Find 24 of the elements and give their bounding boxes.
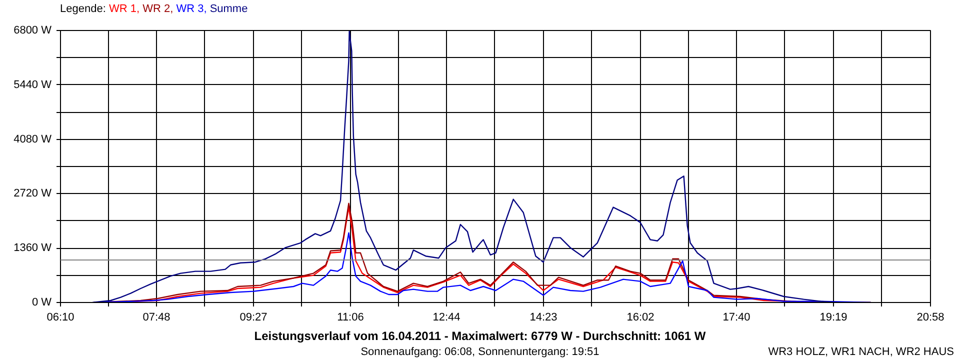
text: Summe	[210, 3, 248, 15]
x-tick-label: 09:27	[240, 312, 268, 324]
y-tick-label: 5440 W	[14, 78, 52, 91]
y-tick-label: 6800 W	[14, 24, 52, 36]
text: WR3 HOLZ, WR1 NACH, WR2 HAUS	[768, 345, 954, 360]
x-tick-label: 14:23	[530, 312, 558, 324]
y-tick-label: 2720 W	[14, 188, 52, 200]
text: WR 1,	[108, 3, 140, 15]
x-tick-label: 07:48	[142, 312, 170, 324]
y-tick-label: 0 W	[32, 296, 52, 308]
x-tick-label: 19:19	[820, 312, 848, 324]
x-tick-label: 06:10	[46, 312, 74, 324]
y-tick-label: 4080 W	[14, 133, 52, 146]
x-tick-label: 12:44	[432, 312, 460, 324]
text: Leistungsverlauf vom 16.04.2011 - Maximalwert: 6779 W - Durchschnitt: 1061 W	[253, 328, 707, 345]
y-tick-label: 1360 W	[14, 242, 52, 254]
text: WR 3,	[176, 3, 207, 15]
text: WR 2,	[142, 3, 174, 15]
legend-title: Legende:	[60, 3, 107, 15]
x-tick-label: 16:02	[626, 312, 654, 324]
text: Sonnenaufgang: 06:08, Sonnenuntergang: 19:51	[360, 346, 600, 358]
x-tick-label: 20:58	[916, 312, 944, 324]
x-tick-label: 17:40	[722, 312, 750, 324]
x-tick-label: 11:06	[337, 312, 364, 324]
